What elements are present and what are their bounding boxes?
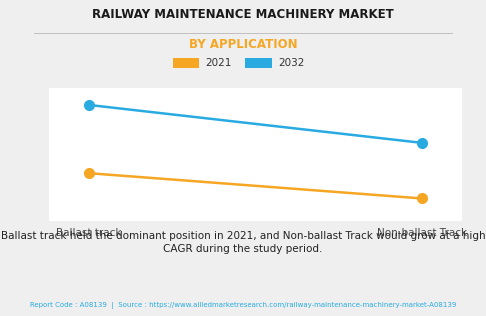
Text: BY APPLICATION: BY APPLICATION [189,38,297,51]
Text: RAILWAY MAINTENANCE MACHINERY MARKET: RAILWAY MAINTENANCE MACHINERY MARKET [92,8,394,21]
Text: Ballast track held the dominant position in 2021, and Non-ballast Track would gr: Ballast track held the dominant position… [0,231,486,254]
Text: 2021: 2021 [205,58,231,68]
Text: 2032: 2032 [278,58,304,68]
Text: Report Code : A08139  |  Source : https://www.alliedmarketresearch.com/railway-m: Report Code : A08139 | Source : https://… [30,302,456,309]
